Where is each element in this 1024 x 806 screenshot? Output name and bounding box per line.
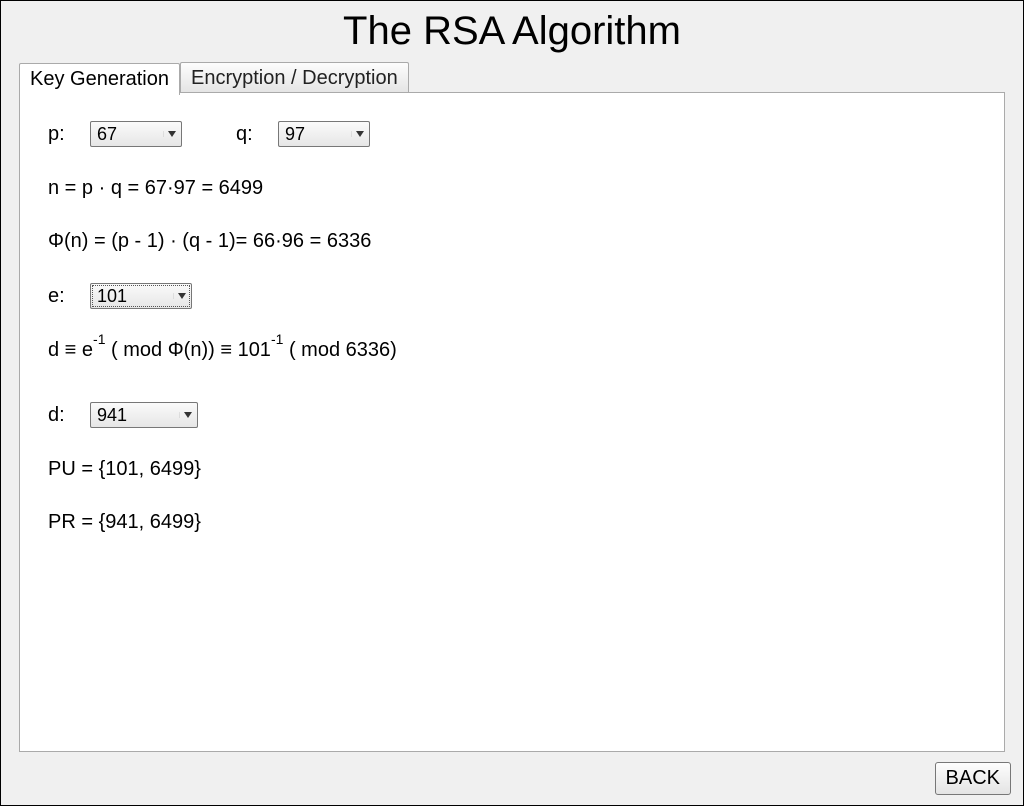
public-key-line: PU = {101, 6499}	[48, 458, 976, 481]
chevron-down-icon	[173, 293, 187, 299]
d-eq-sup1: -1	[93, 331, 105, 347]
p-select[interactable]: 67	[90, 121, 182, 147]
d-eq-part2: ( mod Φ(n)) ≡ 101	[105, 339, 270, 361]
pq-row: p: 67 q: 97	[48, 121, 976, 147]
d-row: d: 941	[48, 402, 976, 428]
e-row: e: 101	[48, 283, 976, 309]
q-label: q:	[236, 123, 264, 146]
d-select[interactable]: 941	[90, 402, 198, 428]
q-group: q: 97	[236, 121, 370, 147]
chevron-down-icon	[351, 131, 365, 137]
d-equation: d ≡ e-1 ( mod Φ(n)) ≡ 101-1 ( mod 6336)	[48, 339, 976, 362]
tab-key-generation[interactable]: Key Generation	[19, 63, 180, 95]
chevron-down-icon	[163, 131, 177, 137]
p-label: p:	[48, 123, 76, 146]
keygen-panel: p: 67 q: 97 n = p · q = 67·97 = 6499 Φ(n…	[19, 92, 1005, 752]
d-label: d:	[48, 404, 76, 427]
app-frame: The RSA Algorithm Key Generation Encrypt…	[0, 0, 1024, 806]
d-eq-part3: ( mod 6336)	[283, 339, 396, 361]
d-select-value: 941	[97, 405, 175, 426]
phi-equation: Φ(n) = (p - 1) · (q - 1)= 66·96 = 6336	[48, 230, 976, 253]
tab-strip: Key Generation Encryption / Decryption	[19, 62, 1013, 92]
tab-encryption-decryption[interactable]: Encryption / Decryption	[180, 62, 409, 94]
back-button-label: BACK	[946, 767, 1000, 789]
page-title: The RSA Algorithm	[11, 9, 1013, 54]
chevron-down-icon	[179, 412, 193, 418]
tab-encryption-decryption-label: Encryption / Decryption	[191, 67, 398, 89]
e-select[interactable]: 101	[90, 283, 192, 309]
e-label: e:	[48, 285, 76, 308]
d-eq-sup2: -1	[271, 331, 283, 347]
back-button[interactable]: BACK	[935, 762, 1011, 795]
e-select-value: 101	[97, 286, 169, 307]
d-eq-part1: d ≡ e	[48, 339, 93, 361]
q-select[interactable]: 97	[278, 121, 370, 147]
p-select-value: 67	[97, 124, 159, 145]
n-equation: n = p · q = 67·97 = 6499	[48, 177, 976, 200]
private-key-line: PR = {941, 6499}	[48, 511, 976, 534]
q-select-value: 97	[285, 124, 347, 145]
tab-key-generation-label: Key Generation	[30, 68, 169, 90]
